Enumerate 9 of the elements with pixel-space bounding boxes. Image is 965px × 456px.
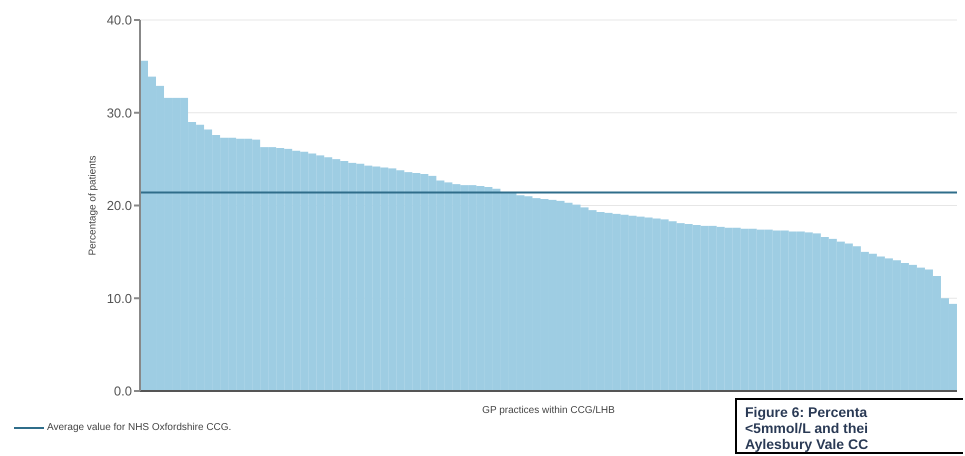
y-tick-label: 40.0 (106, 12, 132, 28)
caption: Figure 6: Percenta <5mmol/L and thei Aylesbury Vale CC (735, 398, 963, 454)
y-tick-label: 10.0 (106, 290, 132, 306)
legend-label: Average value for NHS Oxfordshire CCG. (47, 422, 232, 433)
y-tick-label: 0.0 (114, 384, 132, 399)
y-tick-label: 20.0 (106, 198, 132, 214)
y-tick-label: 30.0 (106, 105, 132, 120)
x-axis-title: GP practices within CCG/LHB (482, 405, 616, 416)
y-axis-title: Percentage of patients (88, 155, 99, 256)
